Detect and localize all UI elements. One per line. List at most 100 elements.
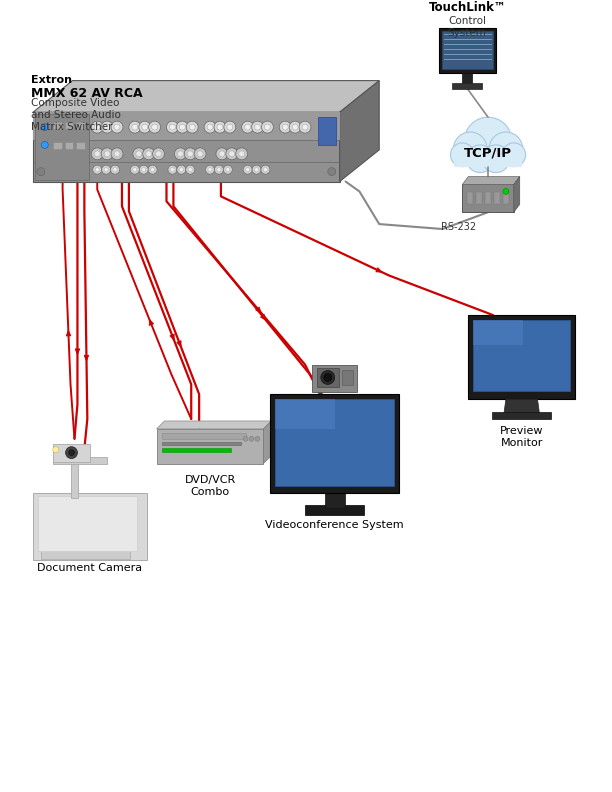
Circle shape <box>149 121 160 133</box>
Circle shape <box>114 150 120 157</box>
Bar <box>271 394 399 493</box>
Circle shape <box>282 124 288 130</box>
Circle shape <box>94 150 100 157</box>
Circle shape <box>255 436 260 441</box>
Text: Extron: Extron <box>31 74 72 85</box>
Circle shape <box>111 148 123 160</box>
Bar <box>476 192 482 204</box>
Circle shape <box>214 166 223 174</box>
Bar <box>318 117 336 145</box>
Circle shape <box>328 168 336 176</box>
Bar <box>441 31 493 69</box>
Circle shape <box>482 145 510 173</box>
Circle shape <box>104 124 110 130</box>
Bar <box>33 493 147 561</box>
Bar <box>275 399 335 429</box>
Circle shape <box>142 168 146 172</box>
Circle shape <box>155 150 162 157</box>
Circle shape <box>37 168 45 176</box>
Circle shape <box>208 168 212 172</box>
Bar <box>53 122 62 129</box>
Bar <box>162 442 241 445</box>
Bar <box>503 192 509 204</box>
Circle shape <box>184 148 196 160</box>
Circle shape <box>239 150 245 157</box>
Circle shape <box>111 121 123 133</box>
Circle shape <box>261 166 270 174</box>
Circle shape <box>140 166 148 174</box>
Circle shape <box>243 166 252 174</box>
Circle shape <box>450 143 474 166</box>
Bar <box>473 320 570 391</box>
Circle shape <box>224 121 236 133</box>
Bar <box>162 447 231 451</box>
Circle shape <box>186 166 195 174</box>
Bar <box>33 112 340 181</box>
Text: TouchLink™: TouchLink™ <box>428 2 506 14</box>
Text: Document Camera: Document Camera <box>37 563 142 573</box>
Bar <box>485 192 491 204</box>
Circle shape <box>236 148 248 160</box>
Polygon shape <box>263 421 271 463</box>
Circle shape <box>489 132 523 166</box>
Circle shape <box>94 124 100 130</box>
Circle shape <box>176 121 188 133</box>
Circle shape <box>292 124 298 130</box>
Bar <box>439 29 496 73</box>
Circle shape <box>129 121 141 133</box>
Bar <box>473 320 523 345</box>
Circle shape <box>197 150 203 157</box>
Circle shape <box>261 121 274 133</box>
Text: DVD/VCR
Combo: DVD/VCR Combo <box>184 475 236 497</box>
Bar <box>462 185 514 212</box>
Polygon shape <box>66 330 71 336</box>
Circle shape <box>136 150 142 157</box>
Circle shape <box>245 168 250 172</box>
Circle shape <box>279 121 291 133</box>
Text: Preview
Monitor: Preview Monitor <box>500 426 543 447</box>
Bar <box>312 364 357 392</box>
Circle shape <box>166 121 178 133</box>
Circle shape <box>114 124 120 130</box>
Circle shape <box>142 124 147 130</box>
Circle shape <box>214 121 226 133</box>
Circle shape <box>302 124 308 130</box>
Bar <box>53 142 62 149</box>
Bar <box>452 82 482 89</box>
Circle shape <box>95 168 99 172</box>
Circle shape <box>252 166 261 174</box>
Bar <box>341 370 354 386</box>
Circle shape <box>188 168 192 172</box>
Circle shape <box>245 124 250 130</box>
Circle shape <box>151 168 155 172</box>
Circle shape <box>65 447 78 459</box>
Circle shape <box>104 168 108 172</box>
Circle shape <box>139 121 151 133</box>
Circle shape <box>503 188 509 194</box>
Circle shape <box>179 168 184 172</box>
Bar <box>325 490 345 508</box>
Circle shape <box>152 148 165 160</box>
Bar <box>65 142 73 149</box>
Bar <box>53 444 91 462</box>
Circle shape <box>133 148 144 160</box>
Circle shape <box>177 150 184 157</box>
Bar <box>492 412 551 419</box>
Circle shape <box>91 148 103 160</box>
Circle shape <box>217 168 221 172</box>
Text: TCP/IP: TCP/IP <box>464 147 512 159</box>
Circle shape <box>189 124 195 130</box>
Bar <box>41 550 130 559</box>
Polygon shape <box>157 421 271 429</box>
Circle shape <box>130 166 140 174</box>
Bar <box>70 459 78 498</box>
Text: MMX 62 AV RCA: MMX 62 AV RCA <box>31 86 143 100</box>
Circle shape <box>146 150 152 157</box>
Bar <box>462 73 472 85</box>
Polygon shape <box>84 356 89 361</box>
Circle shape <box>152 124 157 130</box>
Circle shape <box>299 121 311 133</box>
Text: RS-232: RS-232 <box>441 222 476 232</box>
Bar <box>494 192 500 204</box>
Circle shape <box>177 166 186 174</box>
